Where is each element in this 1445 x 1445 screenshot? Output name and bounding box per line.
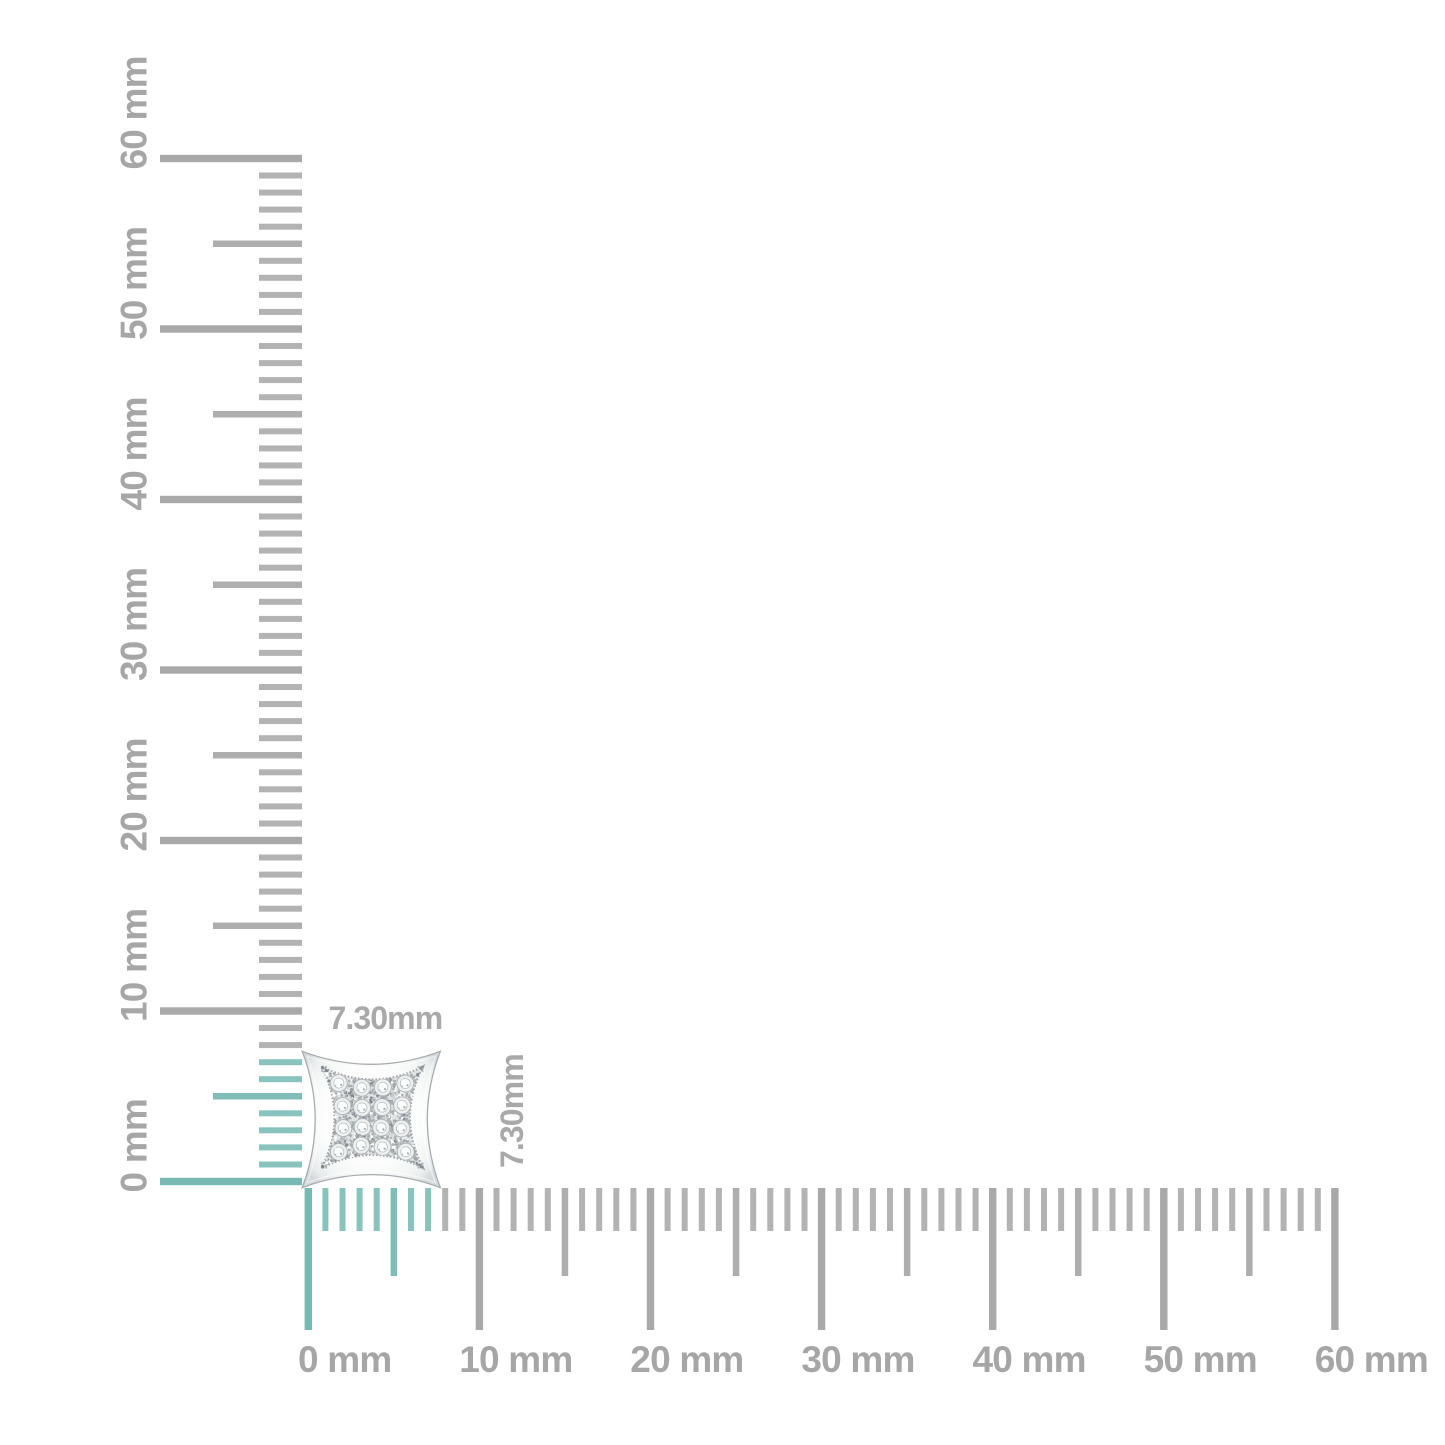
- svg-text:0 mm: 0 mm: [114, 1099, 155, 1192]
- svg-text:30 mm: 30 mm: [801, 1339, 914, 1380]
- svg-text:30 mm: 30 mm: [114, 568, 155, 681]
- svg-text:7.30mm: 7.30mm: [494, 1054, 530, 1168]
- svg-text:0 mm: 0 mm: [298, 1339, 391, 1380]
- svg-text:40 mm: 40 mm: [114, 397, 155, 510]
- svg-text:20 mm: 20 mm: [114, 738, 155, 851]
- svg-text:60 mm: 60 mm: [114, 56, 155, 169]
- svg-text:40 mm: 40 mm: [973, 1339, 1086, 1380]
- svg-text:10 mm: 10 mm: [114, 909, 155, 1022]
- svg-text:50 mm: 50 mm: [1144, 1339, 1257, 1380]
- svg-text:10 mm: 10 mm: [459, 1339, 572, 1380]
- svg-text:50 mm: 50 mm: [114, 227, 155, 340]
- svg-text:7.30mm: 7.30mm: [329, 1000, 443, 1036]
- svg-text:60 mm: 60 mm: [1315, 1339, 1428, 1380]
- svg-text:20 mm: 20 mm: [630, 1339, 743, 1380]
